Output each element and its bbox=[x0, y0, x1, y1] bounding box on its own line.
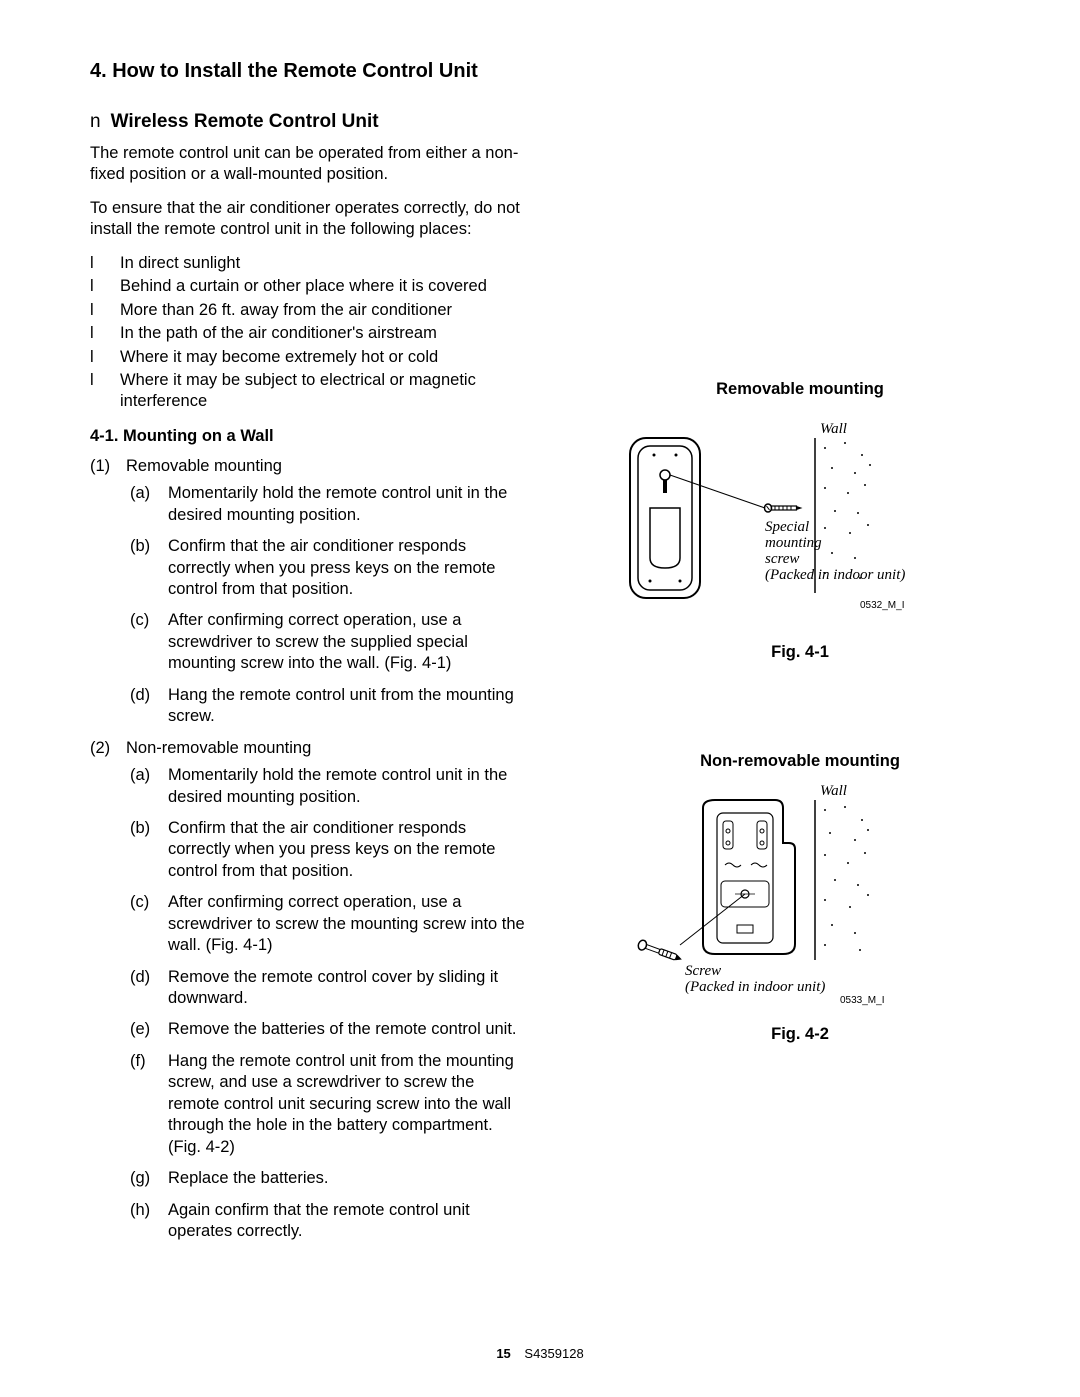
figure-2-heading: Non-removable mounting bbox=[610, 752, 990, 771]
step-text: Hang the remote control unit from the mo… bbox=[168, 1052, 514, 1156]
figure-code: 0533_M_I bbox=[840, 995, 884, 1006]
doc-number: S4359128 bbox=[524, 1346, 583, 1361]
bullet-item: Where it may be subject to electrical or… bbox=[90, 370, 530, 413]
item-marker: (1) bbox=[90, 456, 126, 477]
subsection-title-text: Wireless Remote Control Unit bbox=[111, 111, 379, 132]
step-text: Confirm that the air conditioner respond… bbox=[168, 819, 495, 880]
subheading: 4-1. Mounting on a Wall bbox=[90, 427, 530, 446]
step-marker: (b) bbox=[130, 536, 168, 557]
wall-label: Wall bbox=[820, 421, 847, 437]
wall-label: Wall bbox=[820, 785, 847, 799]
step-item: (c)After confirming correct operation, u… bbox=[130, 610, 530, 674]
step-item: (c)After confirming correct operation, u… bbox=[130, 892, 530, 956]
remote-mounting-icon: Wall Special mounting screw (Packed in i… bbox=[610, 413, 930, 633]
step-item: (e)Remove the batteries of the remote co… bbox=[130, 1019, 530, 1040]
numbered-list: (1)Removable mounting (a)Momentarily hol… bbox=[90, 456, 530, 1243]
page-number: 15 bbox=[496, 1346, 510, 1361]
step-item: (h)Again confirm that the remote control… bbox=[130, 1200, 530, 1243]
step-item: (d)Remove the remote control cover by sl… bbox=[130, 967, 530, 1010]
step-text: Remove the batteries of the remote contr… bbox=[168, 1020, 517, 1038]
intro-paragraph-1: The remote control unit can be operated … bbox=[90, 143, 530, 186]
step-marker: (d) bbox=[130, 685, 168, 706]
figure-1-diagram: Wall Special mounting screw (Packed in i… bbox=[610, 413, 990, 633]
step-marker: (b) bbox=[130, 818, 168, 839]
step-marker: (h) bbox=[130, 1200, 168, 1221]
step-marker: (g) bbox=[130, 1168, 168, 1189]
item-label: Removable mounting bbox=[126, 457, 282, 475]
step-item: (f)Hang the remote control unit from the… bbox=[130, 1051, 530, 1158]
step-marker: (d) bbox=[130, 967, 168, 988]
step-item: (b)Confirm that the air conditioner resp… bbox=[130, 536, 530, 600]
figure-2-block: Non-removable mounting bbox=[610, 752, 990, 1044]
screw-label-3: screw bbox=[765, 551, 799, 567]
step-text: Again confirm that the remote control un… bbox=[168, 1201, 470, 1240]
packed-label: (Packed in indoor unit) bbox=[765, 567, 905, 583]
step-text: Momentarily hold the remote control unit… bbox=[168, 766, 507, 805]
bullet-item: Behind a curtain or other place where it… bbox=[90, 276, 530, 297]
remote-nonremovable-icon: Wall Screw (Packed in indoor unit) 0533_… bbox=[610, 785, 930, 1015]
step-text: Momentarily hold the remote control unit… bbox=[168, 484, 507, 523]
bullet-item: Where it may become extremely hot or col… bbox=[90, 347, 530, 368]
section-title: 4. How to Install the Remote Control Uni… bbox=[90, 60, 530, 83]
screw-label-1: Special bbox=[765, 519, 809, 535]
figure-2-diagram: Wall Screw (Packed in indoor unit) 0533_… bbox=[610, 785, 990, 1015]
left-column: 4. How to Install the Remote Control Uni… bbox=[90, 60, 530, 1252]
figure-1-caption: Fig. 4-1 bbox=[610, 643, 990, 662]
step-item: (a)Momentarily hold the remote control u… bbox=[130, 765, 530, 808]
bullet-item: In direct sunlight bbox=[90, 253, 530, 274]
step-item: (a)Momentarily hold the remote control u… bbox=[130, 483, 530, 526]
list-item-nonremovable: (2)Non-removable mounting (a)Momentarily… bbox=[90, 738, 530, 1243]
bullet-item: In the path of the air conditioner's air… bbox=[90, 323, 530, 344]
item-label: Non-removable mounting bbox=[126, 739, 311, 757]
list-item-removable: (1)Removable mounting (a)Momentarily hol… bbox=[90, 456, 530, 728]
packed-label: (Packed in indoor unit) bbox=[685, 979, 825, 995]
step-marker: (e) bbox=[130, 1019, 168, 1040]
figure-2-caption: Fig. 4-2 bbox=[610, 1025, 990, 1044]
step-marker: (c) bbox=[130, 610, 168, 631]
figure-1-block: Removable mounting bbox=[610, 380, 990, 662]
step-marker: (f) bbox=[130, 1051, 168, 1072]
bullet-item: More than 26 ft. away from the air condi… bbox=[90, 300, 530, 321]
bullet-list: In direct sunlight Behind a curtain or o… bbox=[90, 253, 530, 413]
step-item: (d)Hang the remote control unit from the… bbox=[130, 685, 530, 728]
subsection-marker: n bbox=[90, 111, 101, 132]
step-marker: (c) bbox=[130, 892, 168, 913]
step-marker: (a) bbox=[130, 765, 168, 786]
screw-label: Screw bbox=[685, 963, 721, 979]
page-footer: 15 S4359128 bbox=[0, 1346, 1080, 1361]
step-text: Confirm that the air conditioner respond… bbox=[168, 537, 495, 598]
intro-paragraph-2: To ensure that the air conditioner opera… bbox=[90, 198, 530, 241]
step-marker: (a) bbox=[130, 483, 168, 504]
screw-label-2: mounting bbox=[765, 535, 822, 551]
alpha-list: (a)Momentarily hold the remote control u… bbox=[126, 483, 530, 727]
subsection-title: n Wireless Remote Control Unit bbox=[90, 111, 530, 133]
figure-1-heading: Removable mounting bbox=[610, 380, 990, 399]
figure-code: 0532_M_I bbox=[860, 600, 904, 611]
right-column: Removable mounting bbox=[580, 60, 990, 1044]
step-text: Replace the batteries. bbox=[168, 1169, 329, 1187]
item-marker: (2) bbox=[90, 738, 126, 759]
step-item: (g)Replace the batteries. bbox=[130, 1168, 530, 1189]
step-text: Remove the remote control cover by slidi… bbox=[168, 968, 498, 1007]
step-text: Hang the remote control unit from the mo… bbox=[168, 686, 514, 725]
alpha-list: (a)Momentarily hold the remote control u… bbox=[126, 765, 530, 1242]
step-text: After confirming correct operation, use … bbox=[168, 611, 468, 672]
step-item: (b)Confirm that the air conditioner resp… bbox=[130, 818, 530, 882]
step-text: After confirming correct operation, use … bbox=[168, 893, 525, 954]
